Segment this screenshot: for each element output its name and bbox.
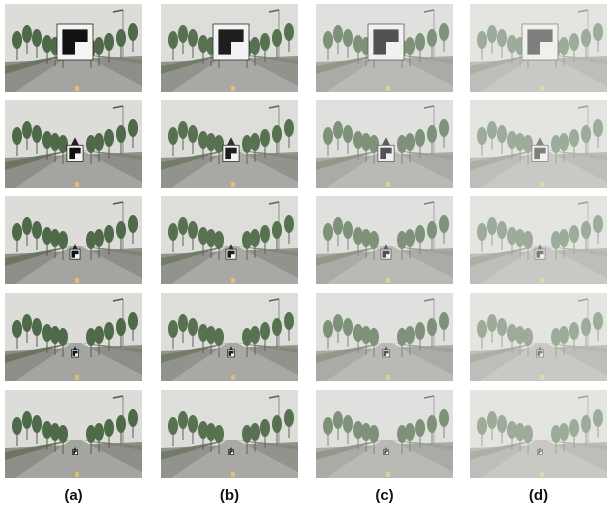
photo-scene [470, 390, 607, 478]
photo [5, 293, 142, 381]
photo-scene [5, 196, 142, 284]
fog [470, 293, 607, 381]
photo [470, 196, 607, 284]
fog [316, 100, 453, 188]
fog [161, 293, 298, 381]
photo [5, 100, 142, 188]
fog [316, 196, 453, 284]
photo-scene [5, 100, 142, 188]
photo-scene [316, 196, 453, 284]
photo [161, 4, 298, 92]
photo-scene [470, 293, 607, 381]
photo-scene [316, 100, 453, 188]
fog [470, 390, 607, 478]
caption: (b) [220, 487, 239, 504]
captions: (a) (b) (c) (d) [64, 487, 548, 504]
photo-scene [161, 100, 298, 188]
photo-scene [470, 196, 607, 284]
fog [470, 100, 607, 188]
photo [470, 4, 607, 92]
photo [316, 390, 453, 478]
fog [161, 4, 298, 92]
photo-scene [5, 293, 142, 381]
photo-scene [161, 293, 298, 381]
photo [161, 390, 298, 478]
photo [316, 4, 453, 92]
photo-grid [5, 4, 607, 478]
photo-scene [161, 196, 298, 284]
photo [470, 293, 607, 381]
caption: (a) [64, 487, 82, 504]
caption: (d) [529, 487, 548, 504]
fog [161, 196, 298, 284]
figure: (a) (b) (c) (d) [0, 0, 607, 508]
fog [470, 4, 607, 92]
photo [470, 390, 607, 478]
photo-scene [5, 4, 142, 92]
photo-scene [316, 390, 453, 478]
photo-scene [161, 390, 298, 478]
photo [161, 100, 298, 188]
fog [316, 4, 453, 92]
fog [316, 390, 453, 478]
photo-scene [161, 4, 298, 92]
fog [161, 390, 298, 478]
photo [5, 196, 142, 284]
photo [470, 100, 607, 188]
photo-scene [316, 4, 453, 92]
photo [316, 100, 453, 188]
photo [316, 196, 453, 284]
photo [161, 293, 298, 381]
photo [161, 196, 298, 284]
photo [5, 390, 142, 478]
fog [316, 293, 453, 381]
photo-scene [5, 390, 142, 478]
photo-scene [316, 293, 453, 381]
photo-scene [470, 4, 607, 92]
fog [161, 100, 298, 188]
fog [470, 196, 607, 284]
photo [316, 293, 453, 381]
photo [5, 4, 142, 92]
photo-scene [470, 100, 607, 188]
caption: (c) [375, 487, 393, 504]
